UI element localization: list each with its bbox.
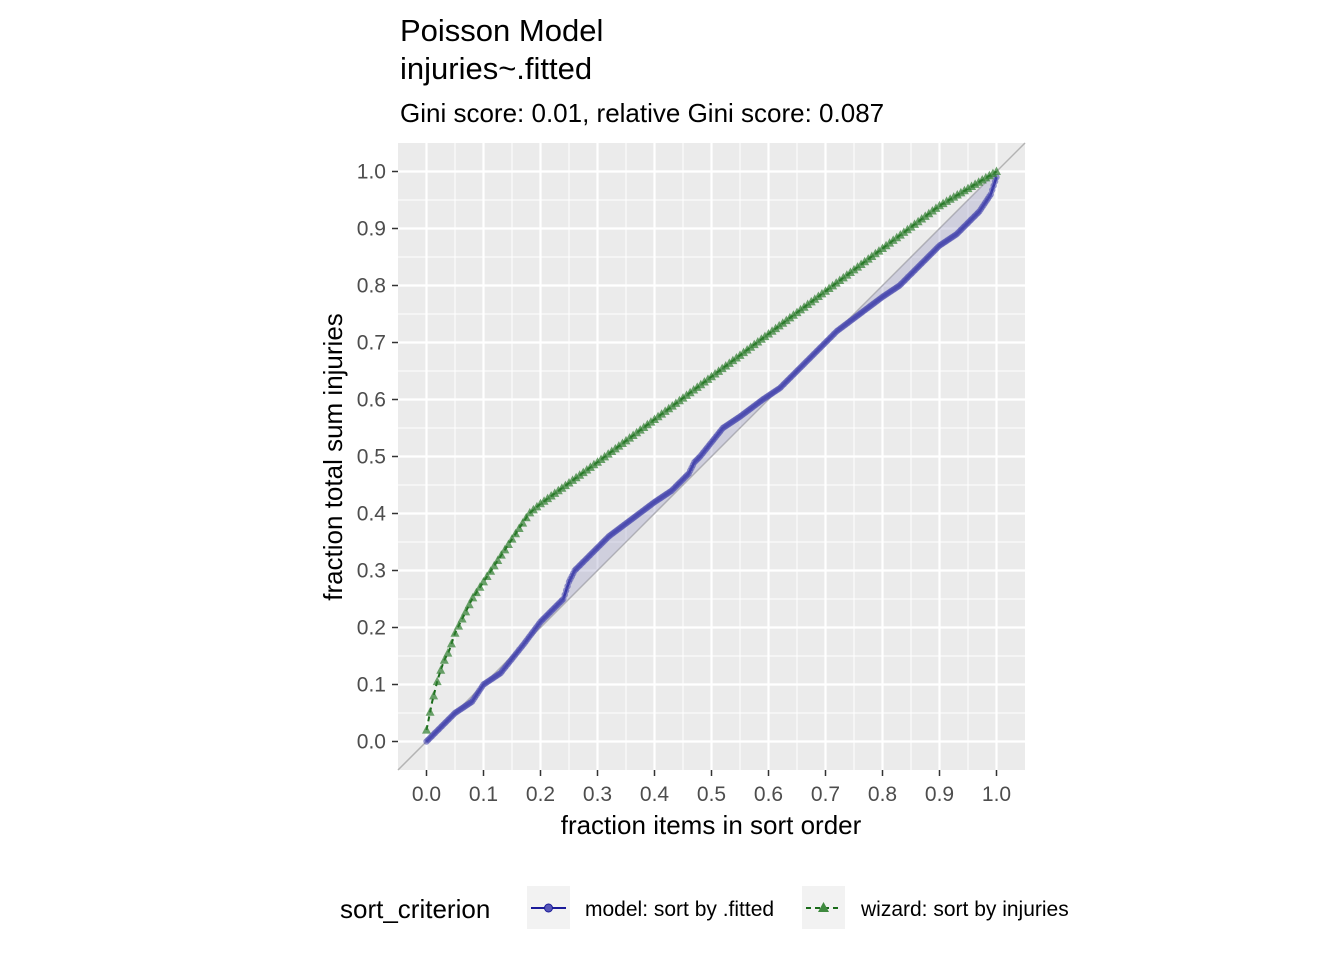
wizard-series-point: [945, 194, 955, 203]
wizard-series-point: [439, 655, 449, 664]
wizard-series-point: [432, 676, 442, 686]
y-tick-label: 0.6: [357, 389, 386, 412]
reference-line-layer: [397, 142, 1026, 771]
y-tick-label: 0.8: [357, 275, 386, 298]
x-tick-label: 0.8: [868, 783, 897, 806]
wizard-series-point: [422, 725, 431, 734]
wizard-series-point: [507, 534, 517, 543]
wizard-series-point: [461, 606, 471, 616]
wizard-series-point: [496, 550, 506, 559]
reference-diagonal-line: [397, 142, 1026, 771]
y-tick-label: 0.9: [357, 218, 386, 241]
wizard-series-point: [977, 175, 987, 184]
series-layer: [422, 166, 1001, 745]
wizard-series-point: [949, 192, 959, 201]
legend-key-wizard-marker: [818, 902, 829, 912]
x-tick-label: 0.6: [754, 783, 783, 806]
wizard-series-point: [436, 665, 446, 674]
legend-entry-wizard: wizard: sort by injuries: [802, 886, 1069, 929]
wizard-series-point: [988, 168, 998, 178]
x-axis-title: fraction items in sort order: [561, 810, 862, 840]
x-tick-label: 0.7: [811, 783, 840, 806]
wizard-series-point: [963, 183, 973, 193]
legend-title: sort_criterion: [340, 894, 490, 924]
wizard-series-point: [942, 196, 952, 205]
wizard-series-point: [464, 599, 474, 609]
x-tick-label: 0.3: [583, 783, 612, 806]
wizard-series-point: [425, 707, 435, 716]
y-tick-label: 0.5: [357, 446, 386, 469]
chart-subtitle: Gini score: 0.01, relative Gini score: 0…: [400, 98, 884, 128]
wizard-series-point: [967, 181, 977, 190]
wizard-series-point: [514, 523, 524, 532]
wizard-series-point: [935, 200, 944, 210]
legend-key-model-marker: [544, 903, 553, 913]
wizard-series-point: [938, 198, 948, 208]
legend: sort_criterion model: sort by .fitted wi…: [340, 886, 1069, 929]
wizard-series-point: [984, 170, 994, 180]
y-tick-label: 0.0: [357, 731, 386, 754]
wizard-series-point: [489, 560, 499, 570]
wizard-series-point: [468, 592, 478, 602]
y-axis-title: fraction total sum injuries: [318, 313, 348, 601]
y-tick-label: 0.2: [357, 617, 386, 640]
model-series-band: [426, 171, 997, 742]
wizard-series-point: [454, 621, 464, 630]
legend-label-model: model: sort by .fitted: [585, 898, 774, 921]
wizard-series-point: [482, 571, 492, 581]
wizard-series-point: [457, 613, 467, 623]
wizard-series-point: [521, 512, 531, 522]
wizard-series-point: [959, 185, 969, 195]
y-tick-label: 0.7: [357, 332, 386, 355]
grid-major: [398, 143, 1025, 770]
wizard-series-point: [479, 576, 488, 586]
wizard-series-point: [486, 566, 496, 575]
x-tick-label: 0.0: [412, 783, 441, 806]
wizard-series-point: [475, 582, 485, 591]
x-tick-label: 0.2: [526, 783, 555, 806]
x-tick-label: 0.1: [469, 783, 498, 806]
wizard-series-point: [974, 177, 984, 186]
x-axis: 0.0 0.1 0.2 0.3 0.4 0.5 0.6 0.7 0.8 0.9 1.0: [412, 770, 1011, 806]
y-tick-label: 0.3: [357, 560, 386, 583]
wizard-series-point: [956, 187, 966, 197]
y-tick-label: 0.4: [357, 503, 387, 526]
y-tick-label: 0.1: [357, 674, 386, 697]
legend-entry-model: model: sort by .fitted: [527, 886, 774, 929]
wizard-series-point: [503, 539, 513, 548]
y-tick-label: 1.0: [357, 161, 386, 184]
wizard-series-point: [992, 166, 1001, 175]
wizard-series-point: [493, 555, 503, 565]
wizard-series-point: [970, 179, 980, 188]
wizard-series-point: [981, 172, 991, 182]
wizard-series-point: [471, 587, 481, 597]
chart-title-line2: injuries~.fitted: [400, 51, 592, 86]
wizard-series-point: [518, 518, 528, 527]
wizard-series-point: [446, 638, 456, 648]
wizard-series-point: [952, 190, 962, 199]
y-axis: 0.0 0.1 0.2 0.3 0.4 0.5 0.6 0.7 0.8 0.9 1.0: [357, 161, 398, 754]
wizard-series-point: [443, 648, 453, 657]
wizard-series-point: [500, 544, 510, 554]
x-tick-label: 0.5: [697, 783, 726, 806]
x-tick-label: 0.9: [925, 783, 954, 806]
chart-title: Poisson Model: [400, 13, 603, 48]
wizard-series-point: [450, 628, 460, 637]
wizard-series-point: [511, 528, 521, 538]
x-tick-label: 1.0: [982, 783, 1011, 806]
legend-label-wizard: wizard: sort by injuries: [860, 898, 1069, 921]
wizard-series-point: [429, 690, 439, 700]
x-tick-label: 0.4: [640, 783, 670, 806]
